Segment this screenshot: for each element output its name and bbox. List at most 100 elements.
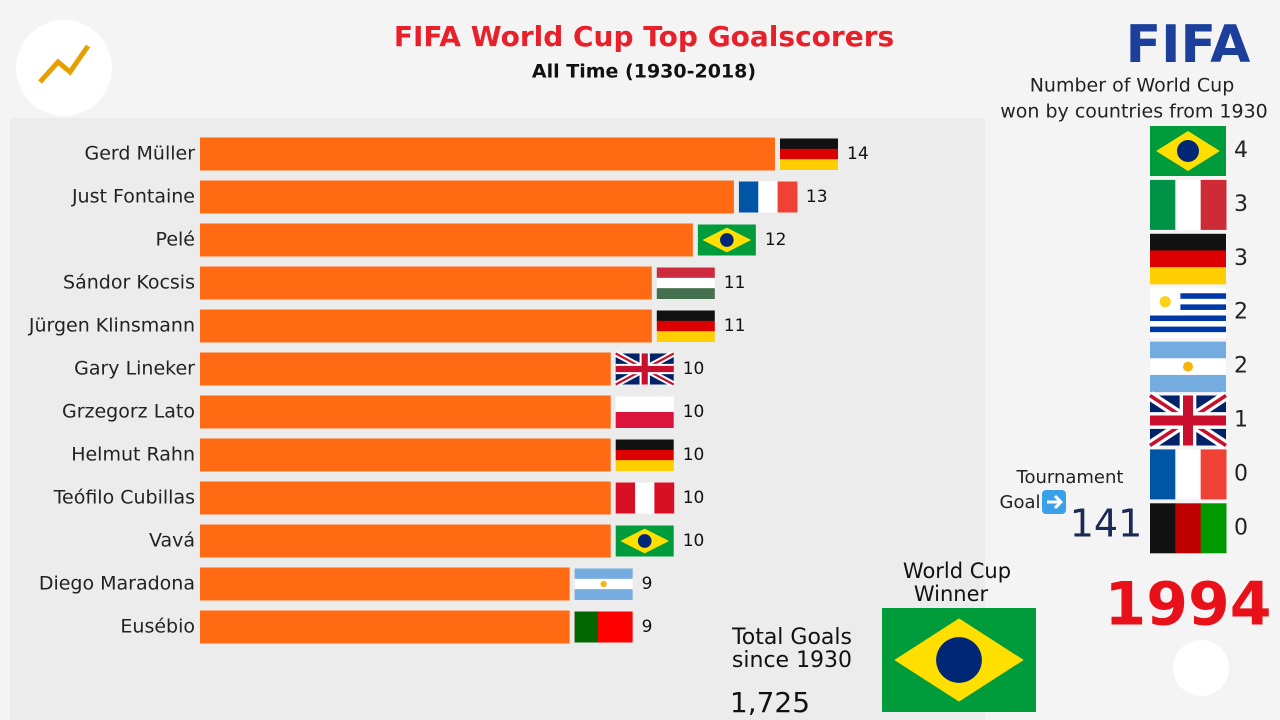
- value-label: 3: [1234, 192, 1248, 217]
- flag-stripe: [615, 412, 674, 428]
- flag-stripe: [1175, 449, 1202, 500]
- flag: [614, 350, 676, 388]
- flag-cross: [1150, 395, 1226, 446]
- category-label: Vavá: [149, 530, 195, 552]
- flag-stripe: [1150, 298, 1226, 305]
- bar: [200, 180, 734, 214]
- value-label: 12: [765, 230, 787, 250]
- chart-subtitle: All Time (1930-2018): [532, 61, 756, 83]
- flag-stripe: [1200, 503, 1227, 554]
- flag-stripe: [615, 449, 674, 461]
- flag-sun: [1159, 296, 1171, 308]
- value-label: 0: [1234, 515, 1248, 540]
- flag-stripe: [1150, 503, 1176, 554]
- value-label: 9: [642, 617, 653, 637]
- flag-stripe: [1150, 293, 1226, 300]
- flag-stripe: [780, 159, 838, 170]
- flag: [1150, 287, 1226, 339]
- flag-stripe: [1150, 326, 1226, 333]
- logo-arrow: [38, 44, 91, 84]
- channel-logo-small: [1173, 640, 1229, 696]
- year: 1994: [1105, 570, 1272, 640]
- flag: [574, 568, 633, 600]
- category-label: Sándor Kocsis: [63, 272, 195, 294]
- bar: [200, 266, 652, 300]
- flag: [1150, 179, 1227, 230]
- value-label: 11: [724, 273, 746, 293]
- flag: [738, 181, 798, 213]
- category-label: Gerd Müller: [85, 143, 196, 165]
- category-label: Helmut Rahn: [71, 444, 195, 466]
- flag-stripe: [574, 611, 598, 643]
- bar: [200, 352, 611, 386]
- flag-stripe: [1150, 374, 1226, 393]
- flag-stripe: [1175, 179, 1202, 230]
- category-label: Teófilo Cubillas: [53, 487, 195, 509]
- flag: [1150, 503, 1227, 554]
- flag-stripe: [1200, 179, 1227, 230]
- total-label: since 1930: [732, 648, 852, 673]
- category-label: Diego Maradona: [39, 573, 195, 595]
- flag-stripe: [780, 138, 838, 150]
- flag: [615, 482, 675, 514]
- side-title: won by countries from 1930: [1000, 101, 1268, 123]
- winner-label: World Cup: [903, 559, 1011, 583]
- value-label: 10: [683, 445, 705, 465]
- flag-globe: [637, 534, 652, 548]
- flag-stripe: [1175, 503, 1202, 554]
- flag-stripe: [656, 267, 715, 279]
- flag-globe: [720, 233, 734, 247]
- flag-stripe: [656, 310, 715, 322]
- flag: [697, 224, 756, 256]
- flag-stripe: [1150, 267, 1226, 285]
- flag-stripe: [615, 439, 674, 451]
- tournament-goals: 141: [1070, 502, 1143, 546]
- bar: [200, 524, 611, 558]
- bar: [200, 481, 611, 515]
- value-label: 2: [1234, 354, 1248, 379]
- flag: [615, 439, 674, 471]
- flag-cross: [615, 353, 674, 385]
- flag-stripe: [1150, 287, 1226, 294]
- bar: [200, 309, 652, 343]
- category-label: Jürgen Klinsmann: [28, 315, 195, 337]
- flag-stripe: [615, 460, 674, 471]
- flag-globe: [936, 637, 982, 683]
- tournament-label: Goal: [1000, 492, 1041, 513]
- flag-sun: [600, 580, 607, 588]
- flag-stripe: [1150, 304, 1226, 311]
- category-label: Grzegorz Lato: [62, 401, 195, 423]
- category-label: Gary Lineker: [74, 358, 195, 380]
- bar: [200, 438, 611, 472]
- flag-stripe: [654, 482, 675, 514]
- flag-stripe: [1150, 309, 1226, 316]
- category-label: Eusébio: [120, 616, 195, 638]
- flag-globe: [1177, 140, 1199, 162]
- value-label: 10: [683, 531, 705, 551]
- chart-title: FIFA World Cup Top Goalscorers: [394, 20, 894, 53]
- flag-stripe: [1150, 250, 1226, 268]
- tournament-label: Tournament: [1016, 467, 1124, 488]
- value-label: 4: [1234, 138, 1248, 163]
- value-label: 10: [683, 488, 705, 508]
- flag-stripe: [574, 568, 633, 580]
- value-label: 10: [683, 359, 705, 379]
- flag-stripe: [656, 331, 715, 342]
- flag-stripe: [777, 181, 798, 213]
- value-label: 13: [806, 187, 828, 207]
- flag-stripe: [1150, 341, 1226, 359]
- winner-flag: [882, 608, 1036, 712]
- value-label: 10: [683, 402, 705, 422]
- flag-sun: [1183, 361, 1193, 372]
- flag: [656, 267, 715, 299]
- total-label: Total Goals: [731, 625, 852, 650]
- flag-stripe: [1150, 315, 1226, 322]
- flag: [574, 611, 633, 643]
- flag-stripe: [758, 181, 779, 213]
- flag-stripe: [635, 482, 655, 514]
- flag: [1150, 126, 1226, 176]
- value-label: 14: [847, 144, 869, 164]
- value-label: 0: [1234, 461, 1248, 486]
- flag-stripe: [1200, 449, 1227, 500]
